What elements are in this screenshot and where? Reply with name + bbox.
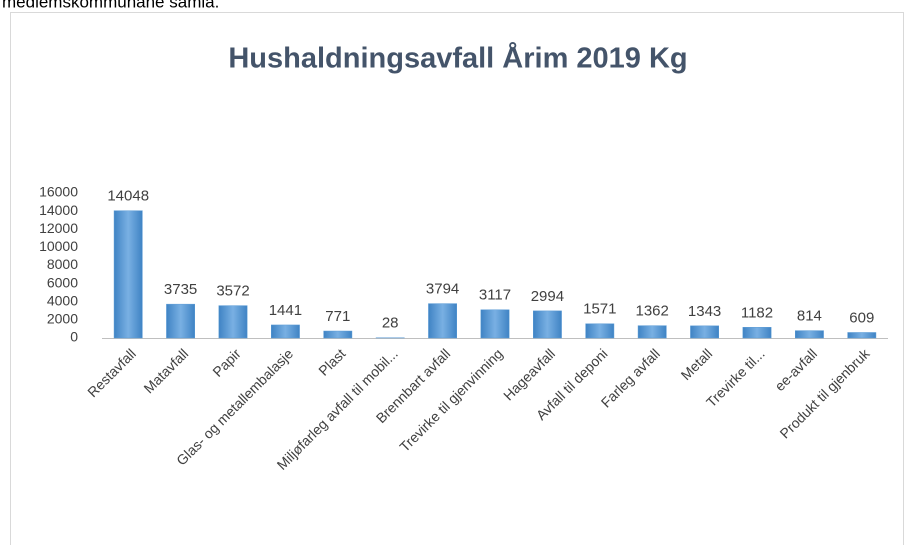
y-tick-label: 10000	[39, 238, 78, 254]
bar	[585, 323, 615, 339]
y-tick-label: 4000	[47, 292, 78, 308]
bar	[323, 330, 353, 339]
value-label: 3117	[479, 287, 511, 304]
bar	[637, 325, 667, 339]
value-label: 1343	[688, 303, 721, 320]
header-text: medlemskommunane samla.	[2, 0, 219, 11]
x-tick-label: Papir	[209, 345, 244, 380]
y-tick-label: 2000	[47, 311, 78, 327]
bar	[428, 303, 457, 339]
chart-title: Hushaldningsavfall Årim 2019 Kg	[228, 42, 687, 75]
bar	[113, 210, 143, 339]
y-tick-label: 8000	[47, 256, 78, 272]
value-label: 3794	[426, 281, 459, 298]
value-label: 28	[382, 315, 399, 332]
value-label: 609	[849, 309, 874, 326]
value-label: 1441	[269, 302, 302, 319]
value-label: 3735	[164, 281, 197, 298]
chart-frame	[10, 12, 904, 545]
value-label: 3572	[216, 283, 249, 300]
x-tick-label: Trevirke til gjenvinning	[396, 345, 505, 454]
x-tick-label: Metall	[678, 345, 716, 383]
x-tick-label: Plast	[315, 345, 348, 378]
value-label: 1362	[636, 303, 669, 320]
bar	[533, 310, 562, 339]
bar	[795, 330, 824, 339]
bar	[218, 305, 248, 339]
y-tick-label: 12000	[39, 220, 78, 236]
x-tick-label: ee-avfall	[771, 345, 820, 394]
y-tick-label: 6000	[47, 274, 78, 290]
bar	[166, 303, 195, 339]
value-label: 1571	[583, 301, 616, 318]
x-tick-label: Restavfall	[84, 345, 139, 400]
value-label: 2994	[531, 288, 564, 305]
bar	[480, 309, 510, 339]
x-tick-label: Matavfall	[140, 345, 191, 396]
bar	[742, 327, 772, 339]
value-label: 771	[325, 308, 350, 325]
x-tick-label: Produkt til gjenbruk	[776, 345, 873, 442]
bar	[847, 332, 877, 339]
bar	[690, 325, 719, 339]
y-tick-label: 14000	[39, 202, 78, 218]
y-tick-label: 0	[70, 329, 78, 345]
value-label: 814	[797, 308, 822, 325]
bar	[271, 324, 300, 339]
y-tick-label: 16000	[39, 184, 78, 200]
value-label: 1182	[741, 304, 773, 321]
value-label: 14048	[107, 188, 149, 205]
